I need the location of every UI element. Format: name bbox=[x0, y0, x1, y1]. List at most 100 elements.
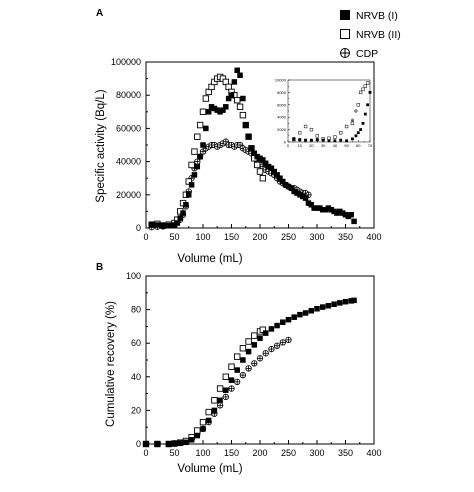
a-inset-point bbox=[356, 131, 360, 135]
a-point bbox=[339, 210, 346, 216]
a-point bbox=[274, 172, 280, 178]
b-point bbox=[348, 298, 354, 304]
b-point bbox=[228, 385, 235, 392]
b-y-tick-label: 100 bbox=[126, 271, 141, 281]
a-inset-y-tick-label: 8000 bbox=[277, 90, 287, 95]
a-inset-point bbox=[309, 127, 314, 132]
b-point bbox=[259, 326, 267, 333]
a-inset-point bbox=[304, 138, 307, 142]
a-point bbox=[277, 175, 283, 181]
b-point bbox=[171, 440, 178, 447]
b-x-tick-label: 100 bbox=[195, 448, 210, 458]
a-point bbox=[243, 122, 249, 128]
a-point bbox=[271, 168, 277, 175]
b-point bbox=[262, 330, 269, 336]
a-point bbox=[254, 153, 260, 160]
b-x-tick-label: 400 bbox=[366, 448, 381, 458]
b-point bbox=[351, 297, 357, 304]
a-point bbox=[294, 190, 300, 196]
a-point bbox=[186, 192, 192, 198]
a-point bbox=[211, 105, 218, 112]
a-point bbox=[191, 148, 198, 155]
a-inset-point bbox=[359, 128, 363, 131]
a-point bbox=[196, 121, 204, 129]
panel-b-y-label: Cumulative recovery (%) bbox=[105, 301, 117, 427]
a-x-tick-label: 350 bbox=[338, 232, 353, 242]
a-point bbox=[248, 145, 255, 152]
legend-label-nrvb1: NRVB (I) bbox=[356, 10, 398, 22]
a-point bbox=[331, 208, 337, 215]
a-point bbox=[200, 142, 206, 148]
b-point bbox=[291, 314, 297, 320]
a-point bbox=[185, 178, 192, 185]
a-inset-point bbox=[350, 118, 355, 122]
b-point bbox=[234, 378, 241, 385]
b-y-tick-label: 20 bbox=[131, 405, 141, 415]
a-point bbox=[174, 220, 181, 226]
b-point bbox=[256, 355, 264, 362]
a-point bbox=[262, 160, 269, 167]
b-y-tick-label: 0 bbox=[136, 439, 141, 449]
b-point bbox=[228, 363, 235, 370]
b-point bbox=[337, 300, 343, 306]
a-x-tick-label: 50 bbox=[169, 232, 179, 242]
b-point bbox=[319, 304, 326, 310]
a-point bbox=[342, 211, 349, 218]
b-point bbox=[200, 426, 206, 432]
a-point bbox=[239, 111, 247, 119]
a-point bbox=[194, 158, 201, 165]
a-y-tick-label: 60000 bbox=[116, 123, 141, 133]
b-point bbox=[245, 365, 252, 372]
a-inset-series-0 bbox=[292, 91, 372, 143]
b-point bbox=[223, 387, 229, 393]
b-y-tick-label: 80 bbox=[131, 305, 141, 315]
b-point bbox=[251, 360, 258, 367]
a-inset-y-tick-label: 0 bbox=[284, 140, 287, 145]
a-x-tick-label: 100 bbox=[195, 232, 210, 242]
b-x-tick-label: 0 bbox=[143, 448, 148, 458]
b-point bbox=[285, 316, 292, 323]
a-point bbox=[345, 213, 352, 220]
a-point bbox=[205, 109, 212, 115]
b-point bbox=[205, 417, 212, 424]
a-point bbox=[334, 210, 340, 216]
a-inset-x-tick-label: 30 bbox=[321, 143, 326, 148]
b-x-tick-label: 150 bbox=[224, 448, 239, 458]
b-point bbox=[314, 306, 320, 312]
a-point bbox=[297, 192, 303, 198]
a-point bbox=[203, 125, 209, 132]
legend-label-cdp: CDP bbox=[356, 48, 378, 60]
b-point bbox=[274, 322, 280, 329]
b-point bbox=[279, 339, 286, 346]
b-x-tick-label: 50 bbox=[169, 448, 179, 458]
a-point bbox=[314, 205, 320, 211]
a-point bbox=[268, 165, 275, 171]
a-point bbox=[177, 215, 183, 221]
a-point bbox=[199, 108, 207, 116]
a-point bbox=[236, 103, 244, 111]
b-point bbox=[302, 310, 309, 316]
b-point bbox=[325, 302, 332, 309]
legend-label-nrvb2: NRVB (II) bbox=[356, 29, 401, 41]
a-point bbox=[197, 153, 203, 160]
panel-a-y-label: Specific activity (Bq/L) bbox=[95, 89, 107, 202]
a-point bbox=[257, 155, 263, 162]
legend-marker-nrvb1 bbox=[340, 10, 350, 20]
a-inset-point bbox=[366, 103, 370, 107]
a-y-tick-label: 80000 bbox=[116, 90, 141, 100]
b-point bbox=[233, 353, 241, 360]
a-inset-point bbox=[298, 131, 302, 135]
b-point bbox=[154, 441, 161, 447]
b-point bbox=[177, 440, 183, 446]
b-point bbox=[240, 357, 246, 363]
a-point bbox=[251, 150, 258, 157]
panel-b-x-label: Volume (mL) bbox=[177, 463, 242, 475]
panel-a-x-label: Volume (mL) bbox=[177, 253, 242, 265]
a-point bbox=[223, 104, 229, 110]
a-point bbox=[188, 182, 195, 188]
a-point bbox=[225, 95, 232, 102]
b-point bbox=[222, 393, 229, 401]
a-point bbox=[348, 211, 354, 218]
b-point bbox=[308, 308, 315, 314]
a-point bbox=[166, 222, 172, 229]
